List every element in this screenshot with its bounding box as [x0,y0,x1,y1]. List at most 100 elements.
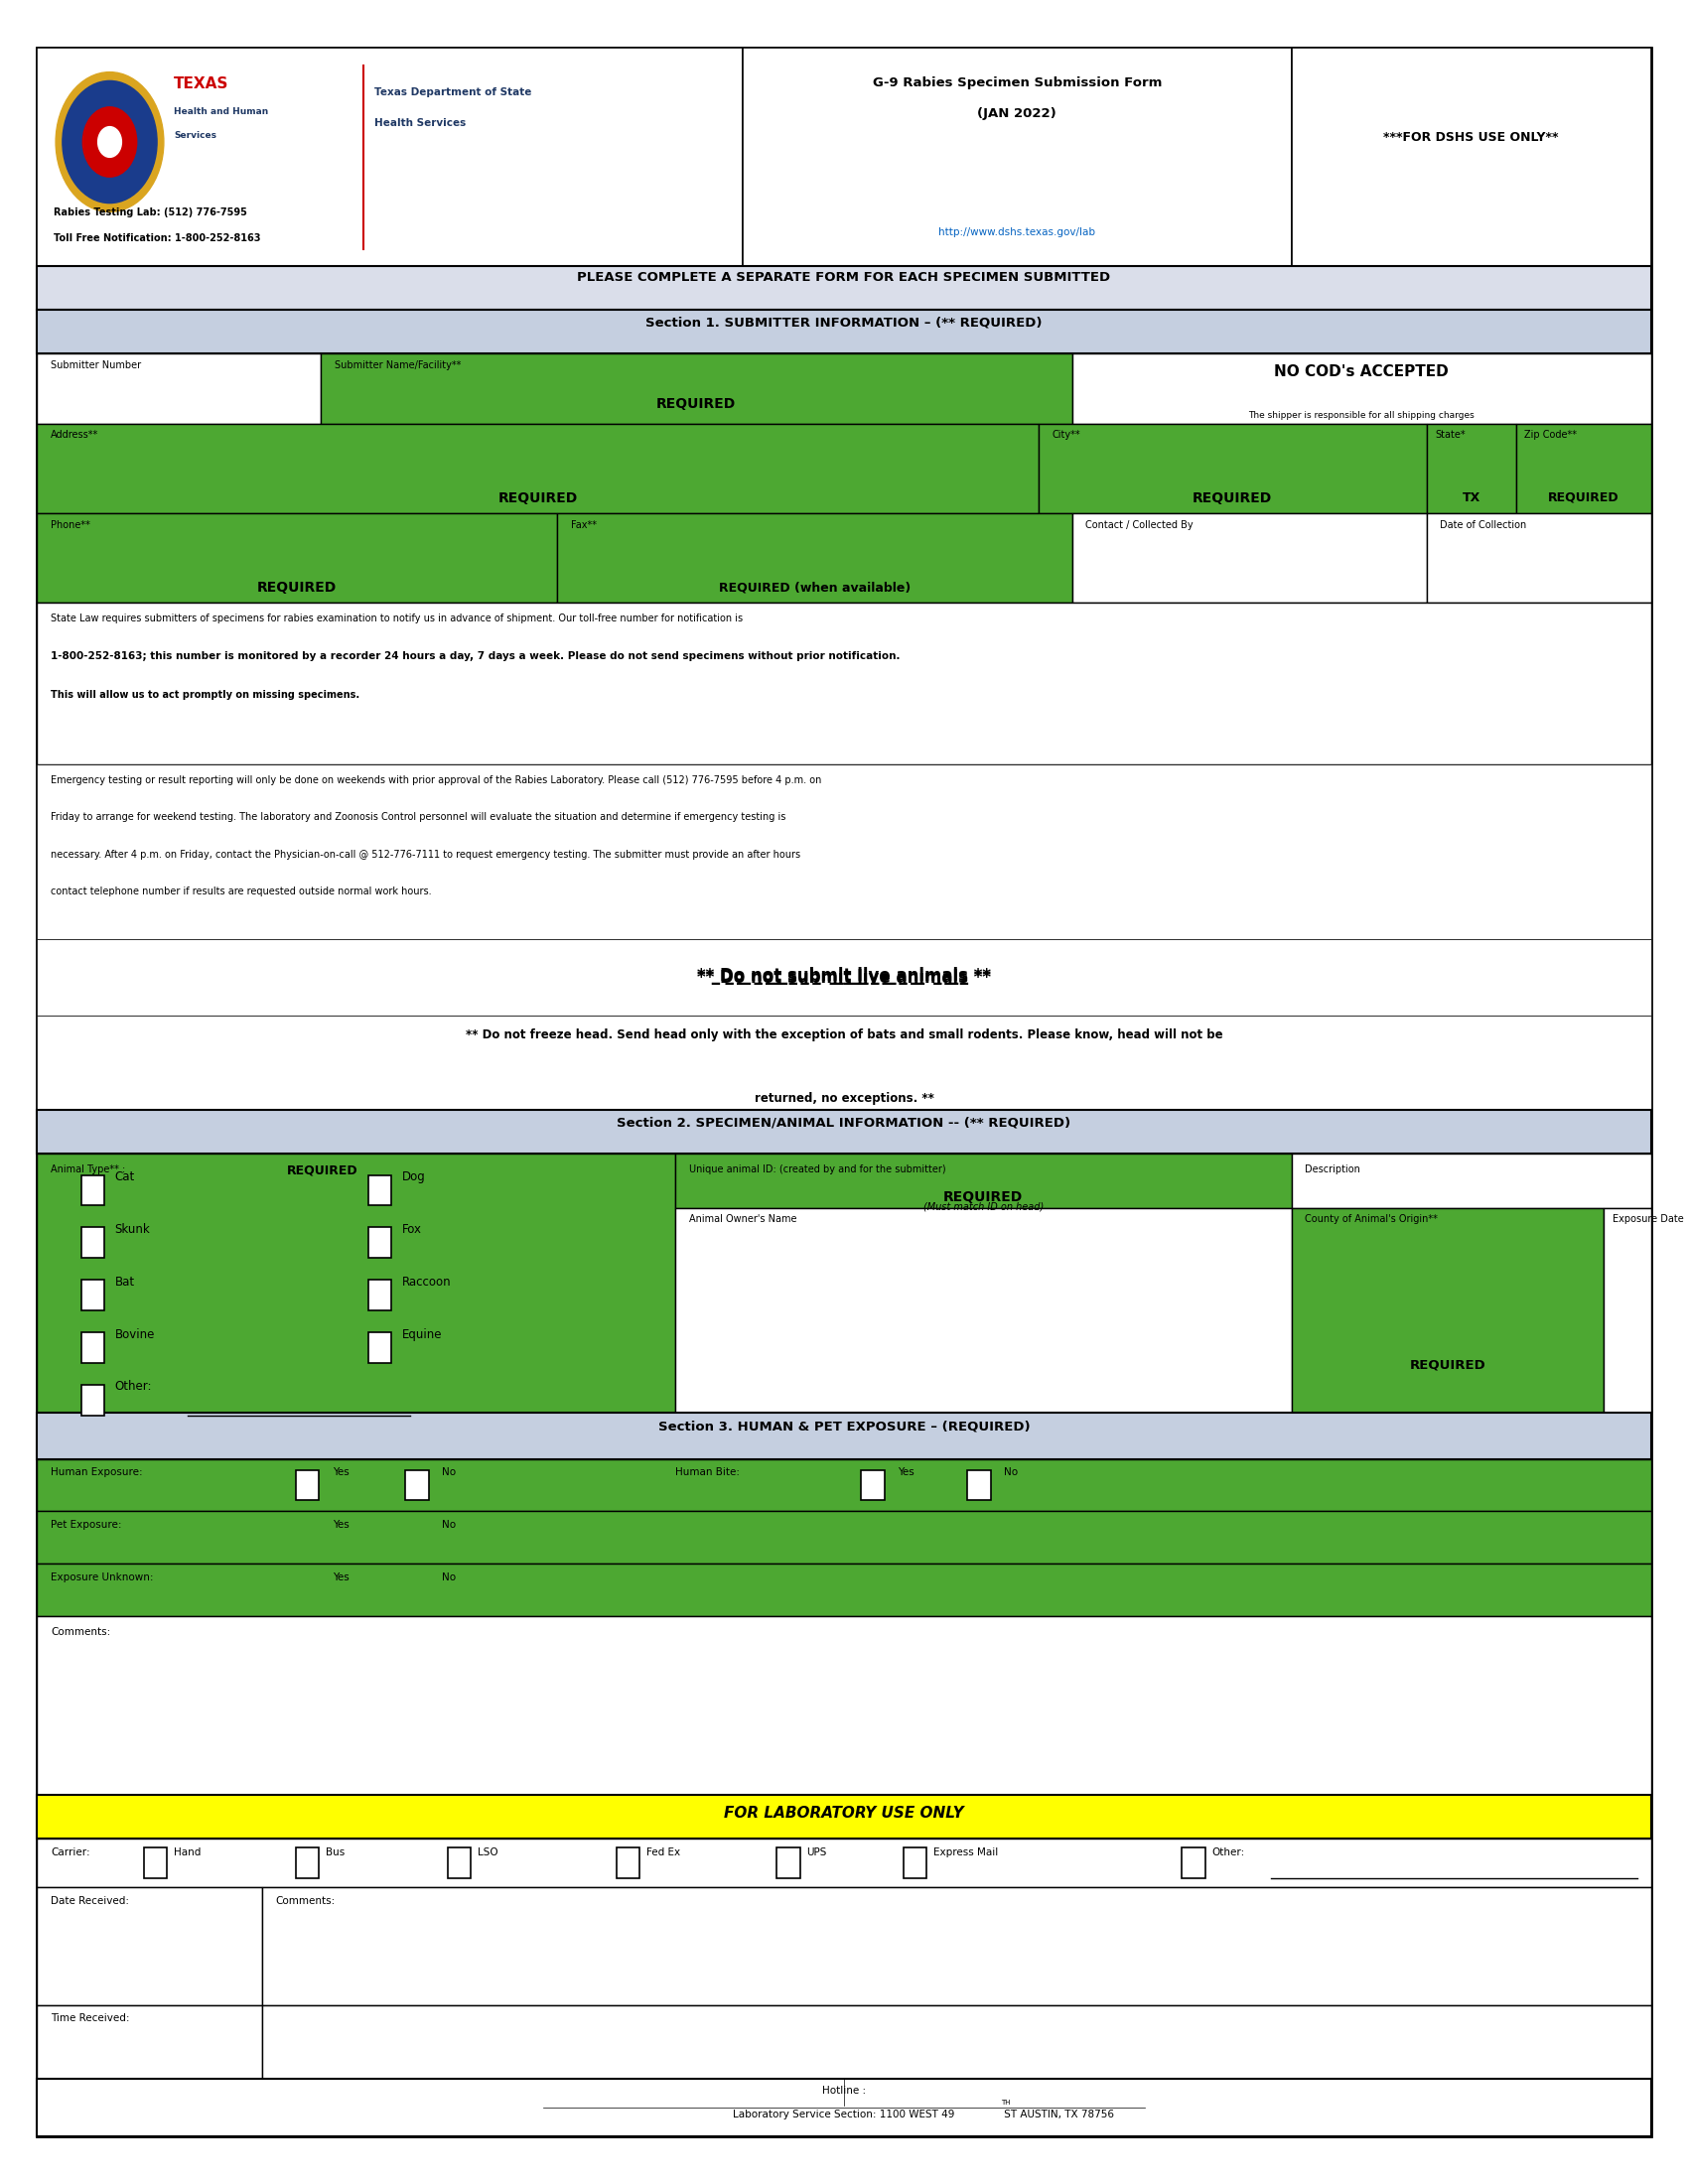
Text: Section 3. HUMAN & PET EXPOSURE – (REQUIRED): Section 3. HUMAN & PET EXPOSURE – (REQUI… [658,1420,1030,1433]
Bar [37,2079,1651,2136]
Text: 1-800-252-8163; this number is monitored by a recorder 24 hours a day, 7 days a : 1-800-252-8163; this number is monitored… [51,651,900,662]
Bar [1291,1208,1604,1413]
Bar [37,939,1651,1016]
Text: TH: TH [1001,2099,1011,2105]
Bar [81,1385,105,1415]
Bar [743,48,1291,266]
Text: REQUIRED: REQUIRED [287,1164,358,1177]
Text: http://www.dshs.texas.gov/lab: http://www.dshs.texas.gov/lab [939,227,1096,238]
Bar [295,1848,319,1878]
Bar [37,1839,1651,1887]
Text: Dog: Dog [402,1171,425,1184]
Text: No: No [1004,1468,1018,1479]
Text: PLEASE COMPLETE A SEPARATE FORM FOR EACH SPECIMEN SUBMITTED: PLEASE COMPLETE A SEPARATE FORM FOR EACH… [577,271,1111,284]
Text: Equine: Equine [402,1328,442,1341]
Text: NO COD's ACCEPTED: NO COD's ACCEPTED [1274,365,1448,380]
Bar [37,2005,262,2079]
Text: Submitter Name/Facility**: Submitter Name/Facility** [334,360,461,371]
Text: Health and Human: Health and Human [174,107,268,116]
Text: Cat: Cat [115,1171,135,1184]
Text: Comments:: Comments: [51,1627,110,1638]
Bar [262,2005,1651,2079]
Bar [37,1459,1651,1511]
Circle shape [56,72,164,212]
Bar [81,1332,105,1363]
Text: Contact / Collected By: Contact / Collected By [1085,520,1193,531]
Bar [37,1511,1651,1564]
Text: LSO: LSO [478,1848,498,1859]
Text: REQUIRED (when available): REQUIRED (when available) [719,581,910,594]
Bar [405,1470,429,1500]
Text: Zip Code**: Zip Code** [1524,430,1577,441]
Text: TEXAS: TEXAS [174,76,230,92]
Text: Comments:: Comments: [275,1896,334,1907]
Bar [861,1470,885,1500]
Bar [37,266,1651,310]
Text: REQUIRED: REQUIRED [944,1190,1023,1203]
Text: G-9 Rabies Specimen Submission Form: G-9 Rabies Specimen Submission Form [873,76,1161,90]
Text: Phone**: Phone** [51,520,89,531]
Bar [1038,424,1426,513]
Text: County of Animal's Origin**: County of Animal's Origin** [1305,1214,1438,1225]
Text: No: No [442,1520,456,1531]
Text: Animal Type** :: Animal Type** : [51,1164,125,1175]
Circle shape [98,127,122,157]
Bar [143,1848,167,1878]
Bar [1291,48,1651,266]
Bar [81,1280,105,1310]
Text: returned, no exceptions. **: returned, no exceptions. ** [755,1092,933,1105]
Text: State*: State* [1435,430,1465,441]
Text: TX: TX [1462,491,1480,505]
Text: No: No [442,1572,456,1583]
Text: Friday to arrange for weekend testing. The laboratory and Zoonosis Control perso: Friday to arrange for weekend testing. T… [51,812,787,823]
Text: Express Mail: Express Mail [933,1848,998,1859]
Text: necessary. After 4 p.m. on Friday, contact the Physician-on-call @ 512-776-7111 : necessary. After 4 p.m. on Friday, conta… [51,850,800,860]
Text: REQUIRED: REQUIRED [1192,491,1273,505]
Text: Health Services: Health Services [375,118,466,129]
Text: Human Exposure:: Human Exposure: [51,1468,142,1479]
Text: Human Bite:: Human Bite: [675,1468,739,1479]
Bar [37,48,743,266]
Text: FOR LABORATORY USE ONLY: FOR LABORATORY USE ONLY [724,1806,964,1821]
Bar [37,513,557,603]
Text: Hotline :: Hotline : [822,2086,866,2097]
Bar [776,1848,800,1878]
Text: ** ̲D̲o̲ ̲n̲o̲t̲ ̲s̲u̲b̲m̲i̲t̲ ̲l̲i̲v̲e̲ ̲a̲n̲i̲m̲a̲l̲s̲ **: ** ̲D̲o̲ ̲n̲o̲t̲ ̲s̲u̲b̲m̲i̲t̲ ̲l̲i̲v̲e̲… [697,965,991,985]
Bar [447,1848,471,1878]
Text: Carrier:: Carrier: [51,1848,89,1859]
Bar [81,1175,105,1206]
Text: Hand: Hand [174,1848,201,1859]
Bar [37,1887,262,2005]
Text: Submitter Number: Submitter Number [51,360,142,371]
Bar [37,1109,1651,1153]
Text: State Law requires submitters of specimens for rabies examination to notify us i: State Law requires submitters of specime… [51,614,743,625]
Text: Rabies Testing Lab: (512) 776-7595: Rabies Testing Lab: (512) 776-7595 [54,207,248,218]
Circle shape [83,107,137,177]
Bar [1426,513,1651,603]
Text: ***FOR DSHS USE ONLY**: ***FOR DSHS USE ONLY** [1384,131,1558,144]
Text: ** Do not freeze head. Send head only with the exception of bats and small roden: ** Do not freeze head. Send head only wi… [466,1029,1222,1042]
Bar [37,1016,1651,1109]
Bar [37,1616,1651,1795]
Bar [37,1413,1651,1459]
Circle shape [62,81,157,203]
Bar [1072,354,1651,424]
Text: Texas Department of State: Texas Department of State [375,87,532,98]
Text: This will allow us to act promptly on missing specimens.: This will allow us to act promptly on mi… [51,690,360,701]
Text: Other:: Other: [115,1380,152,1393]
Bar [616,1848,640,1878]
Bar [675,1208,1291,1413]
Bar [37,424,1038,513]
Bar [368,1332,392,1363]
Text: REQUIRED: REQUIRED [657,397,736,411]
Text: Date Received:: Date Received: [51,1896,128,1907]
Bar [295,1470,319,1500]
Text: Fax**: Fax** [571,520,596,531]
Text: Section 1. SUBMITTER INFORMATION – (** REQUIRED): Section 1. SUBMITTER INFORMATION – (** R… [645,317,1041,330]
Text: REQUIRED: REQUIRED [498,491,577,505]
Text: Yes: Yes [333,1520,349,1531]
Text: Description: Description [1305,1164,1361,1175]
Bar [1516,424,1651,513]
Text: Fed Ex: Fed Ex [647,1848,680,1859]
Text: Services: Services [174,131,216,140]
